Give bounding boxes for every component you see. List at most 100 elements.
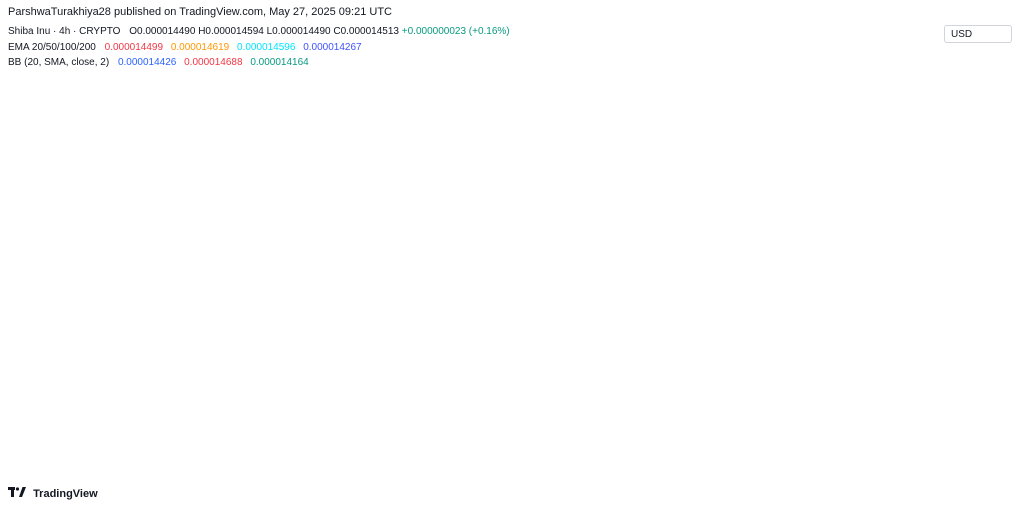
candle-body — [63, 374, 68, 389]
bb-upper-value: 0.000014688 — [184, 57, 243, 68]
y-tick-label: 0.0000014500 — [947, 250, 1011, 261]
candle-body — [413, 223, 418, 238]
candle-body — [775, 254, 780, 272]
candle-body — [654, 205, 659, 238]
candle-body — [171, 142, 176, 178]
price-label-text: 0.000014596 — [946, 232, 1005, 243]
ema-legend: EMA 20/50/100/200 0.000014499 0.00001461… — [8, 42, 367, 53]
x-tick-label: 9 — [153, 463, 159, 474]
close-value: C0.000014513 — [333, 26, 399, 37]
price-label-text: 0.000014619 — [946, 218, 1005, 229]
candle-body — [480, 264, 485, 276]
candle-body — [735, 257, 740, 265]
candle-body — [117, 289, 122, 328]
price-label-text: 0.000014499 — [946, 246, 1005, 257]
bb-basis-value: 0.000014426 — [117, 57, 177, 68]
candle-body — [104, 327, 109, 361]
tv-logo-icon — [8, 487, 26, 500]
price-label-box — [942, 244, 1008, 258]
bb-lower-value: 0.000014164 — [250, 57, 309, 68]
candle-body — [184, 114, 189, 143]
bb-legend: BB (20, SMA, close, 2) 0.000014426 0.000… — [8, 57, 314, 68]
y-tick-label: 0.0000013000 — [947, 355, 1011, 366]
series-ema-100 — [7, 244, 848, 356]
x-tick-label: 13 — [301, 463, 313, 474]
series-ema-20 — [7, 152, 848, 367]
candle-body — [10, 362, 14, 374]
series-bb-basis — [7, 145, 849, 370]
candle-body — [90, 360, 95, 381]
candle-body — [466, 247, 471, 265]
ema-20-value: 0.000014499 — [104, 42, 164, 53]
series-bb-upper — [7, 75, 849, 360]
candle-body — [386, 198, 391, 227]
ema-100-value: 0.000014596 — [237, 42, 296, 53]
tv-brand-text: TradingView — [33, 488, 98, 500]
publisher-header: ParshwaTurakhiya28 published on TradingV… — [8, 6, 392, 18]
candle-body — [547, 268, 552, 279]
x-tick-label: 15 — [376, 463, 388, 474]
x-tick-label: 23 — [678, 463, 690, 474]
candle-body — [560, 257, 565, 279]
series-ema-200 — [7, 270, 848, 359]
candle-body — [265, 93, 270, 122]
high-value: H0.000014594 — [198, 26, 264, 37]
candle-body — [453, 223, 458, 248]
y-tick-label: 0.0000012500 — [947, 390, 1011, 401]
candle-body — [332, 128, 337, 164]
series-bb-lower — [7, 208, 848, 448]
candle-body — [157, 177, 162, 206]
countdown-box — [942, 244, 1008, 258]
candle-body — [238, 135, 243, 157]
candle-body — [399, 226, 404, 238]
countdown-text: 02:38:40 — [946, 246, 985, 257]
candle-body — [50, 388, 55, 396]
candle-body — [224, 142, 229, 157]
candle-body — [251, 93, 256, 136]
candle-body — [372, 170, 377, 199]
candle-body — [305, 198, 310, 227]
candle-body — [493, 271, 498, 276]
tradingview-logo[interactable]: TradingView — [8, 487, 98, 500]
candle-body — [198, 72, 203, 115]
price-label-text: 0.000014688 — [946, 204, 1005, 215]
y-tick-label: 0.0000016500 — [947, 110, 1011, 121]
candle-body — [359, 146, 364, 171]
candle-body — [426, 216, 431, 224]
candle-body — [601, 250, 606, 258]
price-label-box — [942, 215, 1008, 229]
currency-selector[interactable]: USD — [944, 25, 1012, 43]
symbol-label: Shiba Inu · 4h · CRYPTO — [8, 26, 121, 37]
candle-body — [23, 373, 28, 384]
candle-body — [748, 257, 753, 263]
open-value: O0.000014490 — [129, 26, 196, 37]
bb-band-fill — [8, 76, 848, 447]
candle-body — [36, 383, 41, 396]
candle-body — [507, 257, 512, 272]
candle-body — [130, 243, 135, 290]
candle-body — [439, 216, 444, 224]
series-ema-50 — [7, 215, 848, 359]
candle-body — [345, 128, 350, 147]
candle-body — [628, 240, 633, 255]
y-tick-label: 0.0000015500 — [947, 180, 1011, 191]
candle-body — [278, 121, 283, 199]
x-tick-label: 25 — [754, 463, 766, 474]
candle-body — [587, 250, 592, 269]
y-tick-label: 0.0000016000 — [947, 145, 1011, 156]
candle-body — [802, 240, 807, 248]
y-tick-label: 0.0000012000 — [947, 425, 1011, 436]
candle-body — [574, 257, 579, 269]
price-label-box — [942, 273, 1008, 286]
y-tick-label: 0.0000015000 — [947, 215, 1011, 226]
price-label-box — [942, 201, 1008, 215]
ema-label: EMA 20/50/100/200 — [8, 42, 96, 53]
y-tick-label: 0.0000017000 — [947, 75, 1011, 86]
candle-body — [722, 233, 727, 265]
bb-label: BB (20, SMA, close, 2) — [8, 57, 110, 68]
x-tick-label: 7 — [77, 463, 83, 474]
x-tick-label: 17 — [452, 463, 464, 474]
candle-body — [292, 198, 297, 227]
x-tick-label: 11 — [226, 463, 237, 474]
